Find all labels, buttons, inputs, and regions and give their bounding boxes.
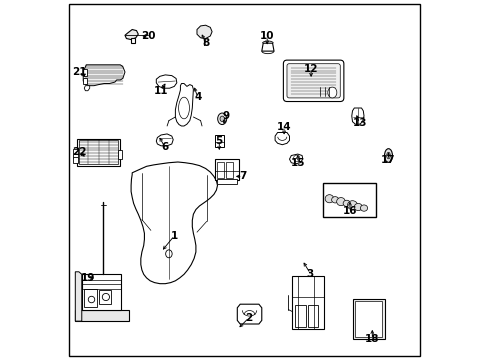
Polygon shape (275, 132, 289, 145)
Polygon shape (156, 134, 173, 146)
Bar (294, 305, 305, 327)
Bar (83, 78, 87, 84)
Text: 11: 11 (153, 86, 167, 96)
Text: 8: 8 (202, 38, 209, 48)
Ellipse shape (88, 296, 95, 303)
Polygon shape (261, 43, 273, 51)
Ellipse shape (354, 203, 362, 211)
Bar (75, 310, 128, 321)
Polygon shape (75, 272, 81, 321)
Polygon shape (131, 162, 217, 284)
Bar (99, 290, 111, 304)
Polygon shape (175, 84, 193, 126)
Bar (84, 289, 97, 307)
Bar (355, 301, 381, 337)
Text: 7: 7 (239, 171, 246, 181)
Polygon shape (289, 154, 302, 164)
Bar (118, 150, 122, 159)
Text: 21: 21 (72, 67, 86, 77)
Bar (322, 183, 375, 217)
Ellipse shape (336, 198, 345, 206)
Ellipse shape (325, 195, 333, 203)
Ellipse shape (102, 293, 109, 301)
Bar (79, 140, 118, 164)
Bar (83, 69, 87, 76)
Bar (291, 276, 324, 329)
Bar (215, 159, 239, 180)
Text: 18: 18 (365, 334, 379, 344)
Text: 20: 20 (141, 31, 155, 41)
Text: 12: 12 (303, 64, 318, 74)
Bar (73, 149, 78, 158)
Text: 15: 15 (290, 158, 305, 168)
Ellipse shape (360, 205, 367, 211)
Bar (73, 157, 78, 163)
Ellipse shape (217, 113, 226, 125)
Polygon shape (83, 65, 125, 86)
Ellipse shape (331, 197, 338, 203)
Bar (352, 299, 384, 339)
Polygon shape (351, 108, 363, 124)
Text: 14: 14 (276, 122, 291, 132)
Text: 19: 19 (81, 273, 95, 283)
Bar (217, 179, 237, 184)
Polygon shape (197, 25, 212, 39)
Polygon shape (125, 30, 138, 40)
Ellipse shape (343, 200, 349, 207)
Bar (81, 274, 121, 310)
Text: 16: 16 (342, 206, 357, 216)
Text: 9: 9 (222, 111, 229, 121)
FancyBboxPatch shape (283, 60, 343, 102)
Text: 13: 13 (352, 118, 366, 128)
Ellipse shape (220, 116, 224, 121)
Bar (131, 38, 134, 43)
Bar (216, 162, 224, 178)
Polygon shape (156, 75, 177, 88)
Ellipse shape (347, 201, 357, 210)
Bar (307, 305, 318, 327)
Text: 5: 5 (215, 136, 223, 146)
FancyBboxPatch shape (286, 64, 340, 98)
Polygon shape (237, 304, 261, 324)
Bar (215, 135, 224, 147)
Bar (225, 162, 232, 178)
Ellipse shape (384, 149, 392, 162)
Ellipse shape (327, 87, 336, 98)
Ellipse shape (386, 152, 389, 159)
Text: 17: 17 (381, 155, 395, 165)
Ellipse shape (165, 250, 172, 258)
Text: 10: 10 (260, 31, 274, 41)
Text: 2: 2 (245, 312, 252, 323)
Text: 1: 1 (170, 231, 178, 241)
Text: 4: 4 (194, 92, 201, 102)
Text: 6: 6 (161, 141, 168, 152)
Bar (77, 139, 120, 166)
Polygon shape (84, 86, 89, 91)
Text: 3: 3 (306, 269, 313, 279)
Text: 22: 22 (72, 147, 86, 157)
